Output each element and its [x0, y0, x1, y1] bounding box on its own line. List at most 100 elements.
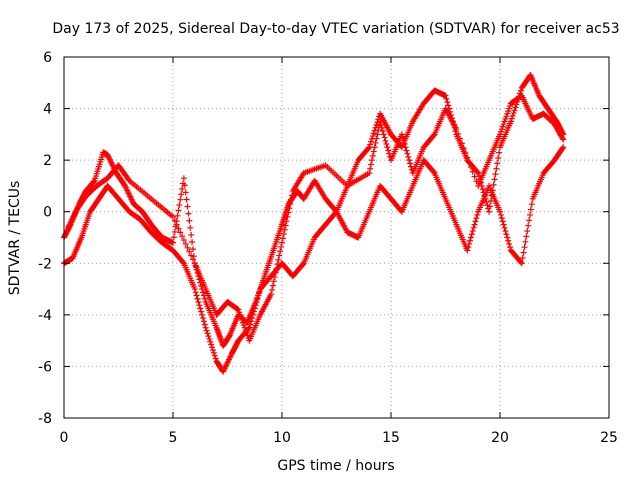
data-point: [457, 135, 464, 142]
data-point: [170, 213, 176, 220]
data-point: [472, 218, 479, 225]
data-point: [494, 160, 501, 167]
data-points: [61, 72, 567, 375]
data-point: [180, 237, 187, 244]
data-point: [209, 347, 216, 354]
data-point: [372, 139, 379, 146]
data-point: [517, 87, 524, 94]
data-point: [368, 138, 375, 145]
data-point: [505, 237, 512, 244]
data-point: [125, 176, 132, 183]
data-point: [278, 243, 285, 250]
data-point: [453, 126, 460, 133]
data-point: [269, 286, 276, 293]
data-point: [498, 215, 505, 222]
data-point: [374, 119, 381, 126]
data-point: [503, 231, 510, 238]
data-point: [491, 176, 498, 183]
y-tick-label: -2: [38, 256, 52, 272]
data-point: [486, 208, 493, 215]
data-point: [268, 291, 275, 298]
data-point: [176, 202, 183, 209]
data-point: [175, 225, 182, 232]
data-point: [496, 149, 503, 156]
data-point: [182, 189, 189, 196]
data-point: [527, 206, 534, 213]
data-point: [487, 203, 494, 210]
data-point: [192, 289, 199, 296]
data-point: [184, 203, 191, 210]
data-point: [385, 147, 392, 154]
data-point: [270, 278, 277, 285]
data-point: [186, 217, 193, 224]
data-point: [186, 248, 193, 255]
series-track-A: [61, 72, 567, 349]
data-point: [253, 298, 260, 305]
y-axis-label: SDTVAR / TECUs: [7, 181, 23, 296]
data-point: [189, 239, 196, 246]
data-point: [90, 178, 97, 185]
chart-title: Day 173 of 2025, Sidereal Day-to-day VTE…: [52, 21, 619, 37]
data-point: [495, 154, 502, 161]
data-point: [378, 124, 385, 131]
data-point: [384, 144, 391, 151]
data-point: [177, 196, 184, 203]
data-point: [559, 145, 566, 152]
data-point: [188, 252, 195, 259]
data-point: [492, 171, 499, 178]
data-point: [254, 295, 261, 302]
data-point: [366, 170, 373, 177]
data-point: [382, 137, 389, 144]
data-point: [365, 145, 372, 152]
data-point: [522, 238, 529, 245]
data-point: [247, 321, 254, 328]
data-point: [507, 118, 514, 125]
data-point: [174, 212, 181, 219]
data-point: [252, 302, 259, 309]
data-point: [190, 253, 197, 260]
data-point: [368, 157, 375, 164]
data-point: [179, 259, 186, 266]
series-track-C: [65, 92, 567, 344]
data-point: [249, 315, 256, 322]
data-point: [375, 127, 382, 134]
data-point: [399, 134, 406, 141]
data-point: [506, 240, 513, 247]
data-point: [179, 185, 186, 192]
data-point: [255, 292, 262, 299]
y-tick-label: 6: [43, 50, 52, 66]
data-point: [271, 274, 278, 281]
data-point: [175, 207, 182, 214]
data-point: [250, 308, 257, 315]
data-point: [200, 318, 207, 325]
data-point: [185, 210, 192, 217]
data-point: [286, 205, 293, 212]
data-point: [280, 231, 287, 238]
data-point: [462, 149, 469, 156]
data-point: [370, 130, 377, 137]
data-point: [464, 247, 471, 254]
data-point: [193, 292, 200, 299]
data-point: [383, 141, 390, 148]
y-tick-label: -6: [38, 359, 52, 375]
data-point: [474, 211, 481, 218]
y-tick-label: 2: [43, 153, 52, 169]
data-point: [288, 196, 295, 203]
data-point: [381, 134, 388, 141]
x-axis-label: GPS time / hours: [277, 458, 394, 474]
data-point: [188, 231, 195, 238]
data-point: [401, 141, 408, 148]
data-point: [373, 135, 380, 142]
data-point: [177, 229, 184, 236]
data-point: [377, 118, 384, 125]
data-point: [500, 221, 507, 228]
y-tick-label: -4: [38, 308, 52, 324]
data-point: [511, 107, 518, 114]
data-point: [210, 349, 217, 356]
data-point: [198, 308, 205, 315]
data-point: [444, 99, 451, 106]
data-point: [398, 131, 405, 138]
data-point: [523, 233, 530, 240]
data-point: [178, 191, 185, 198]
data-point: [519, 254, 526, 261]
